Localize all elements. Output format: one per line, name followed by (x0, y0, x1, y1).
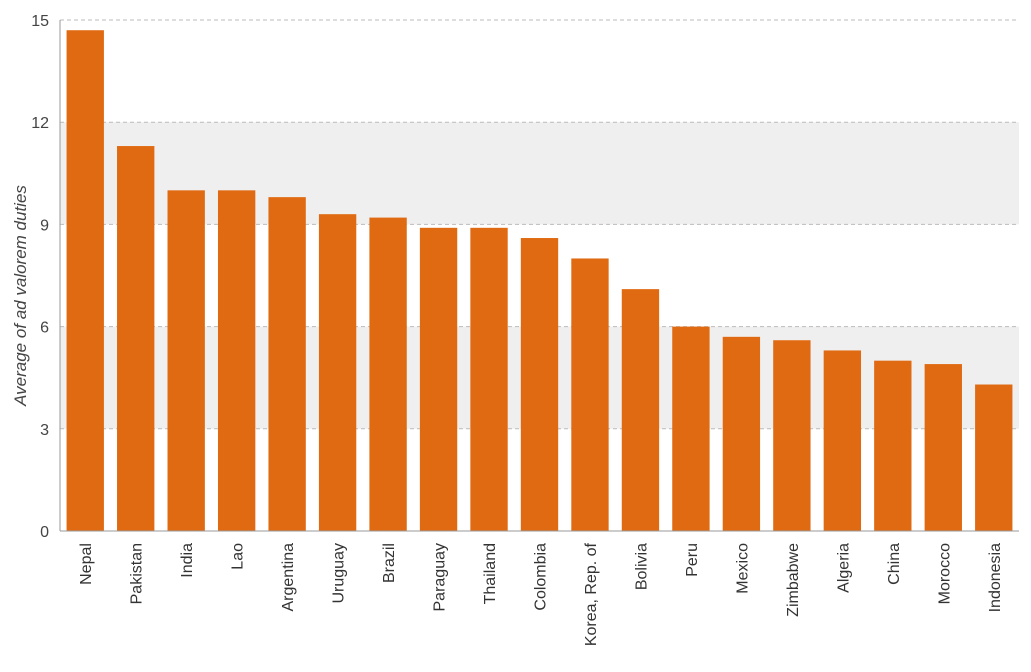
y-tick-label: 15 (31, 13, 49, 30)
y-tick-label: 3 (40, 422, 49, 439)
bar (722, 336, 761, 531)
bars (66, 30, 1013, 532)
bar (470, 227, 508, 531)
x-axis-labels: Nepal Pakistan India Lao Argentina Uruguay Bra… (78, 542, 1004, 646)
x-tick-label: Korea, Rep. of (583, 542, 600, 646)
bar (66, 30, 104, 531)
bar (217, 190, 256, 532)
bar (520, 238, 559, 531)
bar (621, 289, 660, 531)
bar (672, 326, 710, 531)
bar (773, 340, 811, 531)
x-tick-label: Peru (684, 543, 701, 577)
y-tick-label: 0 (40, 524, 49, 541)
x-tick-label: Algeria (835, 543, 852, 593)
bar (167, 190, 205, 532)
x-tick-label: Colombia (533, 543, 550, 611)
bar (117, 146, 155, 531)
x-tick-label: Lao (230, 543, 247, 570)
bar (419, 227, 458, 531)
x-tick-label: Zimbabwe (785, 543, 802, 617)
x-tick-label: Mexico (734, 543, 751, 594)
y-axis-label: Average of ad valorem duties (11, 185, 30, 407)
y-tick-label: 9 (40, 217, 49, 234)
x-tick-label: China (886, 543, 903, 585)
bar (924, 364, 962, 531)
x-tick-label: Morocco (936, 543, 953, 604)
bar (874, 360, 912, 531)
x-tick-label: Thailand (482, 543, 499, 604)
x-tick-label: Pakistan (129, 543, 146, 604)
x-tick-label: Argentina (280, 543, 297, 612)
x-tick-label: India (179, 543, 196, 578)
x-tick-label: Nepal (78, 543, 95, 585)
y-tick-label: 6 (40, 320, 49, 337)
x-tick-label: Uruguay (331, 543, 348, 603)
bar (268, 197, 306, 531)
bar (975, 384, 1013, 531)
x-tick-label: Indonesia (987, 543, 1004, 612)
y-axis-ticks: 0 3 6 9 12 15 (31, 13, 49, 541)
bar (369, 217, 407, 531)
y-tick-label: 12 (31, 115, 49, 132)
bar (823, 350, 862, 531)
x-tick-label: Brazil (381, 543, 398, 583)
x-tick-label: Bolivia (633, 543, 650, 590)
bar (571, 258, 609, 531)
x-tick-label: Paraguay (432, 543, 449, 612)
bar (318, 214, 357, 531)
